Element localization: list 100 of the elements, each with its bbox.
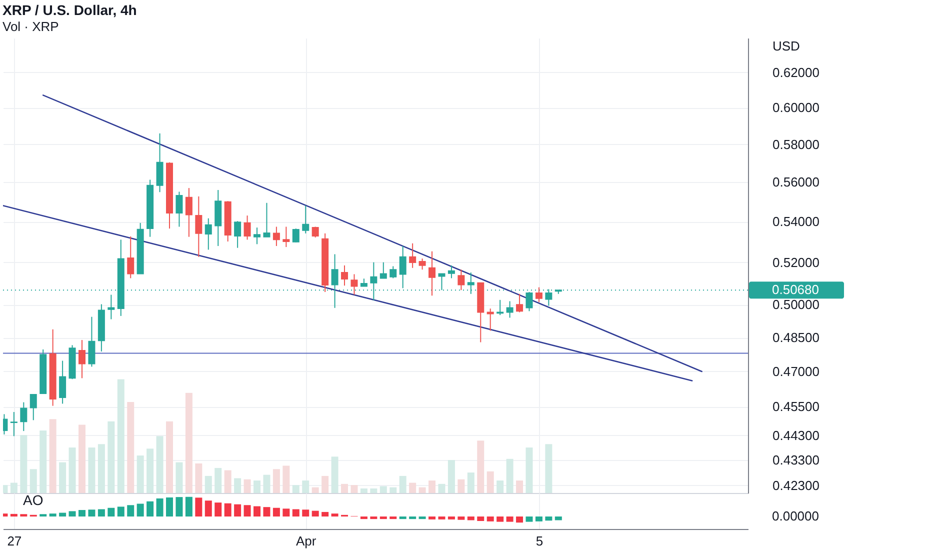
bar xyxy=(516,480,524,493)
candlestick xyxy=(331,254,338,308)
bar xyxy=(204,500,212,516)
bar xyxy=(127,402,134,493)
x-tick-label: 5 xyxy=(536,534,544,548)
text: 0.00000 xyxy=(772,508,819,524)
candlestick xyxy=(458,269,465,291)
candlestick xyxy=(78,340,86,379)
y-tick-label: 0.62000 xyxy=(772,64,820,80)
chart-title: XRP / U.S. Dollar, 4h xyxy=(2,2,137,18)
bar xyxy=(496,516,504,522)
candlestick xyxy=(350,274,358,296)
bar xyxy=(506,516,514,522)
bar xyxy=(166,421,173,493)
bar xyxy=(399,476,406,493)
bar xyxy=(360,488,368,493)
bar xyxy=(272,508,280,516)
bar xyxy=(20,434,28,493)
bar xyxy=(254,480,261,493)
candlestick xyxy=(496,299,504,316)
bar xyxy=(477,516,484,521)
bar xyxy=(312,510,319,516)
candlestick xyxy=(506,300,514,318)
bar xyxy=(136,504,144,516)
bar xyxy=(545,444,552,493)
bar xyxy=(78,424,86,493)
bar xyxy=(390,516,397,520)
candlestick xyxy=(244,215,251,240)
y-tick-label: 0.48500 xyxy=(772,330,820,346)
bar xyxy=(331,456,338,493)
candlestick xyxy=(263,202,270,238)
bar xyxy=(390,487,397,493)
bar xyxy=(380,516,387,520)
candlestick xyxy=(88,316,96,368)
bar xyxy=(263,507,270,516)
bar xyxy=(554,516,562,520)
bar xyxy=(545,516,552,521)
bar xyxy=(108,421,115,493)
bar xyxy=(98,509,105,516)
y-tick-label: 0.50000 xyxy=(772,297,820,312)
bar xyxy=(302,480,310,493)
bar xyxy=(214,502,222,516)
bar xyxy=(448,460,455,493)
bar xyxy=(88,510,96,516)
bar xyxy=(418,487,426,493)
candlestick xyxy=(302,205,310,234)
bar xyxy=(185,496,192,516)
y-tick-label: 0.60000 xyxy=(772,100,820,116)
bar xyxy=(506,458,514,493)
candlestick xyxy=(176,191,183,228)
bar xyxy=(458,479,465,493)
x-tick-label: Apr xyxy=(296,534,317,548)
bar xyxy=(380,486,387,493)
y-tick-label: 0.54000 xyxy=(772,214,820,230)
candlestick xyxy=(195,196,202,258)
candlestick xyxy=(418,258,426,270)
bar xyxy=(59,512,66,516)
candlestick xyxy=(272,226,280,247)
bar xyxy=(254,506,261,516)
candlestick xyxy=(292,228,300,243)
bar xyxy=(117,379,124,493)
candlestick xyxy=(30,394,37,421)
bar xyxy=(292,485,300,493)
candlestick xyxy=(20,402,28,432)
bar xyxy=(49,514,56,516)
candlestick xyxy=(526,291,533,312)
candlestick xyxy=(486,308,494,332)
bar xyxy=(350,485,358,493)
bar xyxy=(467,516,474,520)
candlestick xyxy=(156,132,164,193)
candlestick xyxy=(234,220,242,248)
candlestick xyxy=(204,218,212,250)
bar xyxy=(263,474,270,493)
y-tick-label: 0.56000 xyxy=(772,174,820,190)
bar xyxy=(108,508,115,516)
bar xyxy=(282,466,290,493)
y-axis-title: USD xyxy=(772,38,800,54)
bar xyxy=(418,516,426,520)
candlestick xyxy=(535,286,542,303)
bar xyxy=(185,392,192,493)
bar xyxy=(88,448,96,493)
bar xyxy=(30,469,37,493)
bar xyxy=(428,480,436,493)
bar xyxy=(40,430,47,493)
bar xyxy=(458,516,465,520)
bar xyxy=(409,482,416,493)
bar xyxy=(59,462,66,493)
bar xyxy=(322,512,329,516)
bar xyxy=(166,497,173,516)
bar xyxy=(136,455,144,493)
bar xyxy=(448,516,455,520)
candlestick xyxy=(108,294,115,320)
bar xyxy=(312,487,319,493)
candlestick xyxy=(516,293,524,313)
chart-title: Vol · XRP xyxy=(2,19,59,34)
bar xyxy=(322,476,329,493)
bar xyxy=(244,505,251,516)
bar xyxy=(370,488,378,493)
bar xyxy=(234,504,242,516)
bar xyxy=(341,484,348,493)
